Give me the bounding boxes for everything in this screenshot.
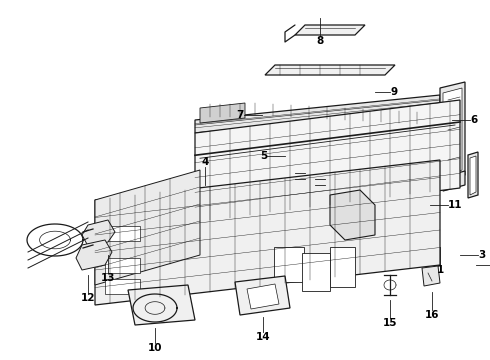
Text: 13: 13: [101, 273, 115, 283]
Text: 14: 14: [256, 332, 270, 342]
Polygon shape: [247, 284, 279, 309]
Bar: [330, 247, 355, 287]
Text: 3: 3: [478, 250, 485, 260]
Polygon shape: [440, 82, 465, 182]
Text: 12: 12: [81, 293, 95, 303]
Polygon shape: [200, 103, 245, 123]
Text: 5: 5: [260, 151, 267, 161]
Text: 16: 16: [425, 310, 439, 320]
Text: 8: 8: [317, 36, 323, 46]
Polygon shape: [443, 171, 465, 191]
Polygon shape: [443, 88, 462, 177]
Text: 10: 10: [148, 343, 162, 353]
Bar: [302, 252, 330, 291]
Bar: [274, 247, 304, 282]
Text: 4: 4: [201, 157, 209, 167]
Bar: [105, 226, 140, 241]
Polygon shape: [195, 95, 440, 133]
Text: 11: 11: [448, 200, 463, 210]
Polygon shape: [128, 285, 195, 325]
Text: 9: 9: [390, 87, 397, 97]
Polygon shape: [95, 170, 200, 285]
Text: 15: 15: [383, 318, 397, 328]
Bar: [105, 258, 140, 273]
Text: 7: 7: [237, 110, 244, 120]
Polygon shape: [235, 276, 290, 315]
Polygon shape: [82, 220, 115, 246]
Bar: [105, 279, 140, 294]
Polygon shape: [330, 190, 375, 240]
Polygon shape: [422, 266, 440, 286]
Polygon shape: [76, 240, 112, 270]
Text: 6: 6: [470, 115, 477, 125]
Polygon shape: [470, 156, 476, 195]
Polygon shape: [195, 100, 460, 222]
Text: 1: 1: [437, 265, 443, 275]
Polygon shape: [295, 25, 365, 35]
Polygon shape: [468, 152, 478, 198]
Polygon shape: [95, 160, 440, 305]
Polygon shape: [265, 65, 395, 75]
